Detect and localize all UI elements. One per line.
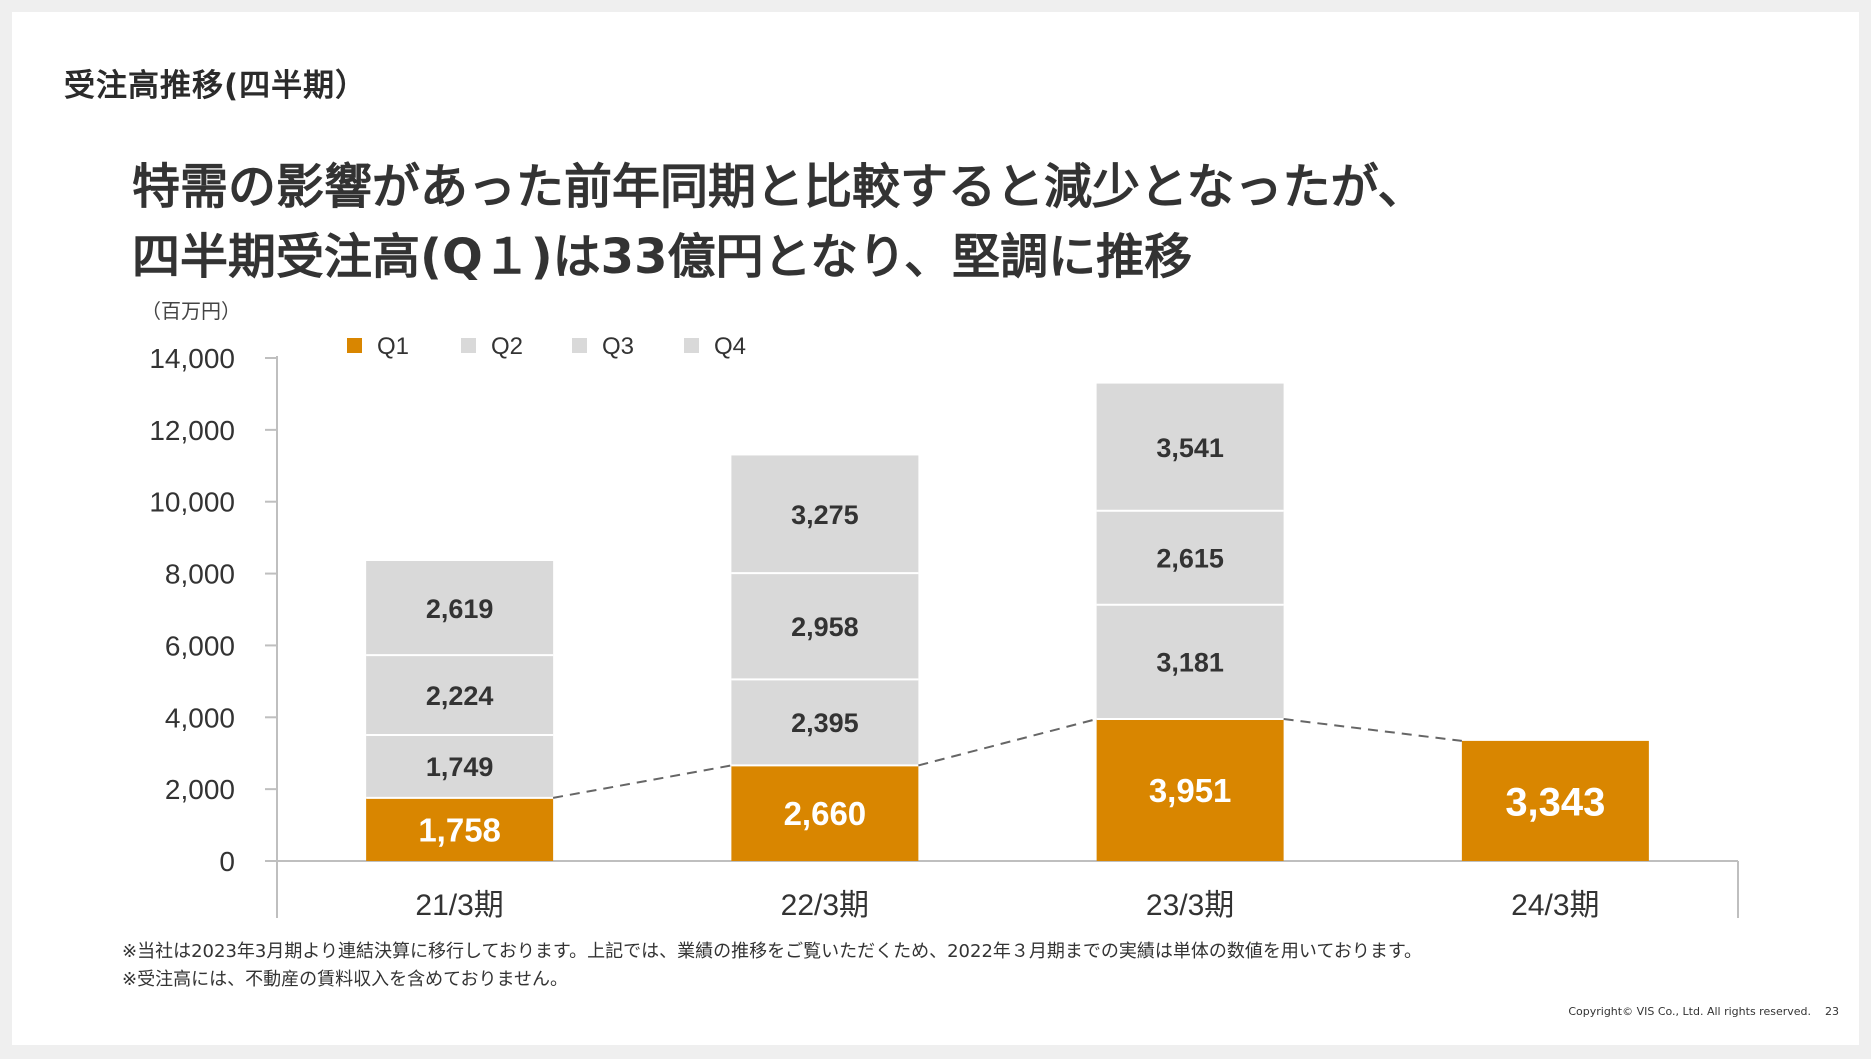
y-tick-label: 14,000 (149, 343, 235, 374)
section-title: 受注高推移(四半期） (64, 68, 368, 104)
q1-trend-segment (918, 718, 1097, 767)
legend-label-q2: Q2 (491, 333, 523, 360)
data-label-q2: 3,181 (1156, 648, 1224, 678)
data-label-q3: 2,958 (791, 612, 859, 642)
legend-swatch-q2 (461, 338, 476, 353)
data-label-q2: 1,749 (426, 752, 494, 782)
y-tick-label: 0 (219, 846, 235, 877)
data-label-q3: 2,615 (1156, 544, 1224, 574)
bar-q3 (1096, 510, 1284, 605)
copyright: Copyright© VIS Co., Ltd. All rights rese… (1554, 1005, 1839, 1018)
legend-swatch-q1 (347, 338, 362, 353)
legend-swatch-q4 (684, 338, 699, 353)
q1-trend-segment (552, 764, 732, 799)
bar-q2 (366, 734, 554, 798)
data-label-q4: 3,275 (791, 500, 859, 530)
x-category-label: 23/3期 (1146, 889, 1234, 922)
legend-label-q1: Q1 (377, 333, 409, 360)
q1-trend-line (552, 718, 1462, 799)
y-tick-label: 10,000 (149, 487, 235, 518)
bar-q3 (366, 655, 554, 735)
bar-q3 (731, 573, 919, 680)
bar-q1 (366, 797, 554, 861)
x-category-label: 21/3期 (415, 889, 503, 922)
bar-q2 (731, 679, 919, 766)
x-category-label: 24/3期 (1511, 889, 1599, 922)
data-label-q1: 3,343 (1505, 780, 1605, 824)
bar-q1 (1461, 740, 1649, 861)
footnote-2: ※受注高には、不動産の賃料収入を含めておりません。 (122, 969, 568, 990)
y-tick-label: 2,000 (165, 774, 235, 805)
y-tick-label: 12,000 (149, 415, 235, 446)
chart-axes: （百万円） 0 2,000 4,000 6,000 8,000 10,000 12,000 14… (141, 300, 1739, 922)
bar-q4 (731, 455, 919, 574)
y-tick-label: 6,000 (165, 630, 235, 661)
x-category-label: 22/3期 (781, 889, 869, 922)
data-label-q1: 1,758 (418, 811, 501, 848)
data-label-q1: 3,951 (1149, 772, 1232, 809)
data-label-q4: 2,619 (426, 594, 494, 624)
footnotes: ※当社は2023年3月期より連結決算に移行しております。上記では、業績の推移をご… (122, 938, 1422, 994)
data-label-q2: 2,395 (791, 708, 859, 738)
headline-line-1: 特需の影響があった前年同期と比較すると減少となったが、 (132, 159, 1426, 215)
headline-line-2: 四半期受注高(Q１)は33億円となり、堅調に推移 (132, 229, 1193, 285)
data-label-q1: 2,660 (784, 795, 867, 832)
data-label-q4: 3,541 (1156, 433, 1224, 463)
bar-q4 (1096, 383, 1284, 511)
chart-legend: Q1 Q2 Q3 Q4 (347, 333, 746, 360)
y-tick-label: 8,000 (165, 559, 235, 590)
bar-q2 (1096, 604, 1284, 720)
slide: 受注高推移(四半期） 特需の影響があった前年同期と比較すると減少となったが、 四… (12, 12, 1859, 1045)
headline: 特需の影響があった前年同期と比較すると減少となったが、 四半期受注高(Q１)は3… (132, 152, 1426, 292)
bar-q1 (1096, 719, 1284, 861)
page-number: 23 (1825, 1005, 1839, 1018)
q1-trend-segment (1283, 718, 1462, 742)
copyright-text: Copyright© VIS Co., Ltd. All rights rese… (1568, 1005, 1811, 1018)
y-axis-unit-label: （百万円） (141, 300, 241, 323)
bar-q4 (366, 560, 554, 656)
data-label-q3: 2,224 (426, 681, 494, 711)
footnote-1: ※当社は2023年3月期より連結決算に移行しております。上記では、業績の推移をご… (122, 941, 1423, 962)
bar-q1 (731, 765, 919, 861)
y-tick-label: 4,000 (165, 702, 235, 733)
legend-label-q4: Q4 (714, 333, 746, 360)
legend-swatch-q3 (572, 338, 587, 353)
chart-data-labels: 1,758 2,660 3,951 3,343 1,749 2,395 3,181 2,224… (418, 433, 1605, 848)
chart-bars (366, 383, 1649, 861)
legend-label-q3: Q3 (602, 333, 634, 360)
